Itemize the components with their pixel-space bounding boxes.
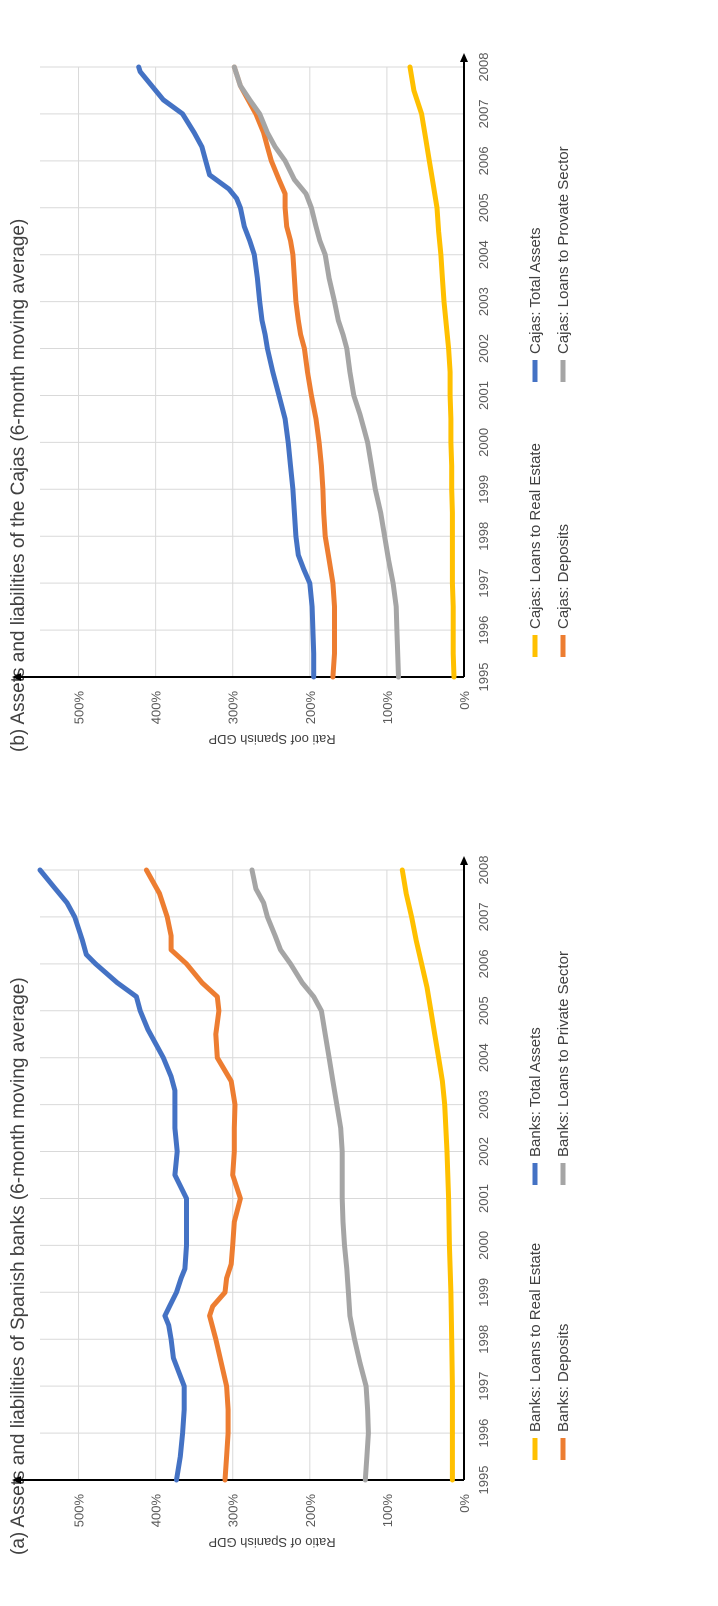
chart-b-x-axis-arrow bbox=[460, 53, 468, 62]
chart-a-x-tick-label: 2002 bbox=[476, 1137, 491, 1166]
chart-b-series-line-2 bbox=[136, 64, 317, 680]
chart-a-x-tick-label: 2005 bbox=[476, 996, 491, 1025]
chart-b-x-tick-label: 2002 bbox=[476, 334, 491, 363]
chart-b-x-tick-label: 2004 bbox=[476, 240, 491, 269]
chart-b-x-tick-label: 1996 bbox=[476, 616, 491, 645]
chart-b-x-tick-label: 2003 bbox=[476, 287, 491, 316]
chart-a-x-tick-label: 2004 bbox=[476, 1043, 491, 1072]
chart-b-series-line-4 bbox=[231, 64, 401, 680]
chart-b-x-tick-label: 1998 bbox=[476, 522, 491, 551]
chart-a-x-axis-arrow bbox=[460, 856, 468, 865]
chart-a-x-tick-label: 2003 bbox=[476, 1090, 491, 1119]
chart-a-legend-label: Banks: Loans to Private Sector bbox=[555, 951, 572, 1157]
chart-a-y-tick-label: 300% bbox=[226, 1494, 241, 1528]
chart-b-series-line-3 bbox=[231, 64, 337, 680]
chart-a-legend-label: Banks: Total Assets bbox=[527, 1027, 544, 1157]
chart-a-series-line-4 bbox=[249, 867, 371, 1483]
chart-a-y-tick-label: 400% bbox=[149, 1494, 164, 1528]
chart-a-x-tick-label: 2007 bbox=[476, 902, 491, 931]
chart-a-y-tick-label: 500% bbox=[72, 1494, 87, 1528]
chart-b-y-axis-arrow bbox=[12, 673, 21, 681]
chart-b-legend-label: Cajas: Total Assets bbox=[527, 228, 544, 354]
chart-b-x-tick-label: 2007 bbox=[476, 99, 491, 128]
chart-a-x-tick-label: 2008 bbox=[476, 856, 491, 885]
chart-b-x-tick-label: 2000 bbox=[476, 428, 491, 457]
chart-b-x-tick-label: 2005 bbox=[476, 193, 491, 222]
chart-a-x-tick-label: 2001 bbox=[476, 1184, 491, 1213]
chart-a-x-tick-label: 2000 bbox=[476, 1231, 491, 1260]
chart-a-series-line-3 bbox=[143, 867, 243, 1483]
chart-a-y-axis-arrow bbox=[12, 1476, 21, 1484]
chart-b-y-axis-label: Rati oof Spanish GDP bbox=[208, 732, 335, 747]
chart-b-y-tick-label: 100% bbox=[380, 691, 395, 725]
chart-b-title: (b) Assets and liabilities of the Cajas … bbox=[8, 219, 29, 752]
chart-a-series-line-2 bbox=[37, 867, 189, 1483]
chart-a-y-axis-label: Ratio of Spanish GDP bbox=[208, 1535, 335, 1550]
chart-b-y-tick-label: 500% bbox=[72, 691, 87, 725]
chart-b-x-tick-label: 1995 bbox=[476, 663, 491, 692]
chart-b-y-tick-label: 300% bbox=[226, 691, 241, 725]
chart-a-legend-label: Banks: Loans to Real Estate bbox=[527, 1243, 544, 1432]
chart-a-x-tick-label: 1998 bbox=[476, 1325, 491, 1354]
chart-a-legend-label: Banks: Deposits bbox=[555, 1324, 572, 1432]
chart-a-x-tick-label: 1995 bbox=[476, 1466, 491, 1495]
chart-b-x-tick-label: 1997 bbox=[476, 569, 491, 598]
chart-b-x-tick-label: 2006 bbox=[476, 146, 491, 175]
chart-a-y-tick-label: 100% bbox=[380, 1494, 395, 1528]
chart-a-x-tick-label: 1999 bbox=[476, 1278, 491, 1307]
chart-a-panel: (a) Assets and liabilities of Spanish ba… bbox=[8, 856, 572, 1555]
chart-b-series-line-1 bbox=[407, 64, 457, 680]
chart-b-y-tick-label: 400% bbox=[149, 691, 164, 725]
chart-a-series-line-1 bbox=[399, 867, 455, 1483]
chart-a-x-tick-label: 1996 bbox=[476, 1419, 491, 1448]
chart-b-y-tick-label: 0% bbox=[457, 691, 472, 710]
chart-b-x-tick-label: 1999 bbox=[476, 475, 491, 504]
chart-a-title: (a) Assets and liabilities of Spanish ba… bbox=[8, 977, 29, 1555]
chart-a-x-tick-label: 1997 bbox=[476, 1372, 491, 1401]
chart-b-legend-label: Cajas: Loans to Provate Sector bbox=[555, 146, 572, 354]
chart-a-y-tick-label: 0% bbox=[457, 1494, 472, 1513]
chart-b-legend-label: Cajas: Loans to Real Estate bbox=[527, 443, 544, 629]
chart-b-x-tick-label: 2001 bbox=[476, 381, 491, 410]
chart-a-y-tick-label: 200% bbox=[303, 1494, 318, 1528]
chart-b-y-tick-label: 200% bbox=[303, 691, 318, 725]
chart-b-legend-label: Cajas: Deposits bbox=[555, 524, 572, 629]
chart-a-x-tick-label: 2006 bbox=[476, 949, 491, 978]
chart-b-panel: (b) Assets and liabilities of the Cajas … bbox=[8, 53, 572, 752]
chart-b-x-tick-label: 2008 bbox=[476, 53, 491, 82]
